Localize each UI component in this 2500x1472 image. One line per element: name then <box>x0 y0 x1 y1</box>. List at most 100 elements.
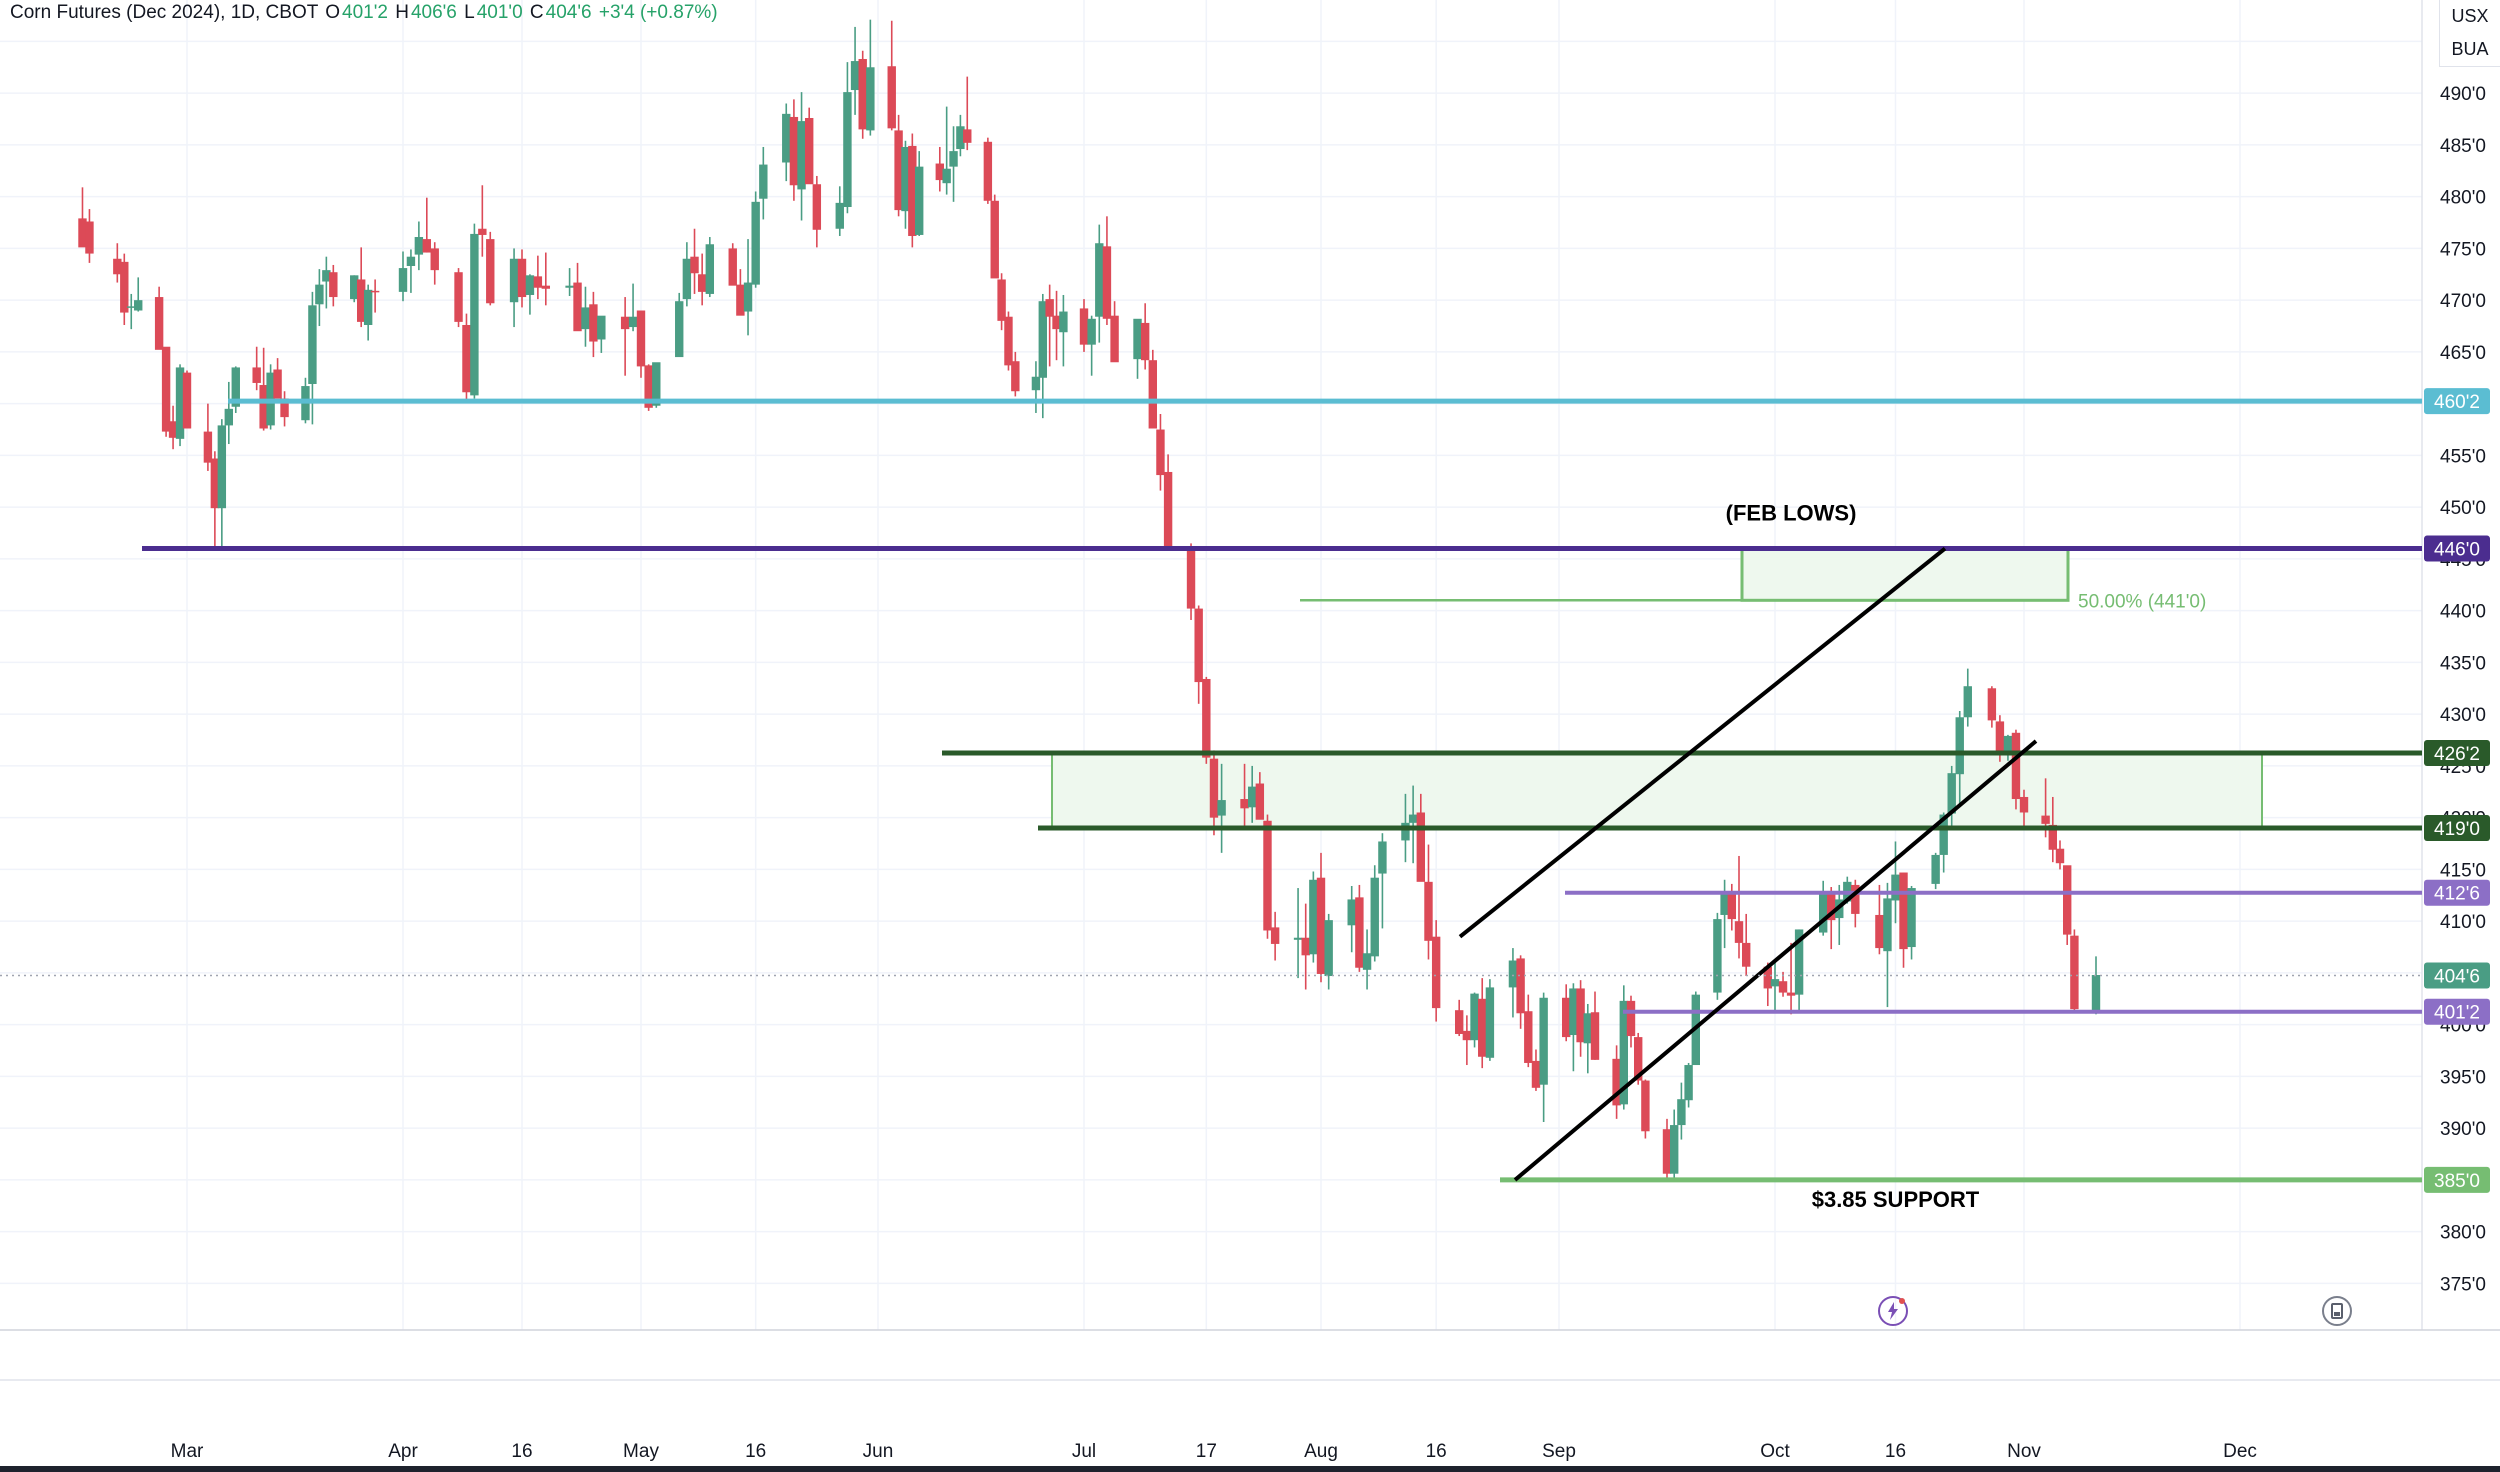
annotations: (FEB LOWS) $3.85 SUPPORT 50.00% (441'0) <box>1726 501 2207 1212</box>
time-tick-label: Aug <box>1304 1441 1338 1462</box>
price-tick-label: 470'0 <box>2440 291 2486 312</box>
candle-body <box>363 289 373 325</box>
price-labels: 460'2 446'0 426'2 419'0 412'6 404'6 401'2 385'0 <box>2424 388 2490 1193</box>
price-tick-label: 455'0 <box>2440 446 2486 467</box>
price-axis[interactable]: 375'0380'0385'0390'0395'0400'0405'0410'0… <box>2440 32 2486 1295</box>
candle-body <box>1670 1125 1679 1174</box>
price-tick-label: 430'0 <box>2440 705 2486 726</box>
candle-body <box>430 248 439 271</box>
candle-body <box>422 239 431 253</box>
candle-body <box>224 408 234 426</box>
candle-body <box>858 58 867 130</box>
candle-body <box>743 282 753 312</box>
candle-body <box>1891 874 1900 901</box>
candle-body <box>866 67 875 131</box>
change-value: +3'4 (+0.87%) <box>598 2 718 23</box>
candle-body <box>273 369 282 399</box>
candle-body <box>1347 899 1356 926</box>
time-tick-label: 17 <box>1196 1441 1217 1462</box>
candle-body <box>835 202 844 229</box>
candle-body <box>322 270 331 282</box>
candle-body <box>203 431 213 463</box>
fib-level-label: 50.00% (441'0) <box>2078 591 2206 612</box>
candle-body <box>1947 773 1956 814</box>
candle-body <box>1416 812 1426 882</box>
time-tick-label: Jul <box>1072 1441 1096 1462</box>
candle-body <box>1316 877 1326 974</box>
replay-timer-icon[interactable] <box>2322 1296 2352 1326</box>
time-axis[interactable]: Mar Apr 16 May 16 Jun Jul 17 Aug 16 Sep Oct 16 Nov Dec <box>171 1441 2257 1462</box>
candle-body <box>956 126 965 150</box>
candle-body <box>406 256 416 266</box>
candle-body <box>1794 929 1804 995</box>
channel-lower-line <box>1513 739 2038 1182</box>
candle-body <box>414 237 424 255</box>
price-badge-text: 412'6 <box>2434 884 2480 905</box>
candle-body <box>182 372 192 429</box>
candle-body <box>1431 936 1441 1009</box>
candle-body <box>1186 547 1196 609</box>
candle-body <box>217 425 227 509</box>
candle-body <box>1324 920 1333 977</box>
candle-body <box>1742 942 1751 967</box>
price-badge <box>2424 962 2490 989</box>
candle-body <box>573 282 582 332</box>
candle-body <box>1045 299 1054 317</box>
candle-body <box>636 310 646 367</box>
candle-body <box>1626 1000 1636 1037</box>
candle-body <box>690 256 699 274</box>
candle-body <box>2019 796 2029 813</box>
time-tick-label: 16 <box>745 1441 766 1462</box>
high-label: H <box>395 2 409 23</box>
low-value: 401'0 <box>476 2 523 23</box>
time-tick-label: 16 <box>1885 1441 1906 1462</box>
candle-body <box>1454 1010 1464 1034</box>
lightning-icon[interactable] <box>1878 1296 1908 1326</box>
candle-body <box>517 258 527 298</box>
price-tick-label: 395'0 <box>2440 1067 2486 1088</box>
candle-body <box>1011 361 1020 392</box>
candle-body <box>697 274 707 292</box>
time-tick-label: Dec <box>2223 1441 2257 1462</box>
candle-body <box>990 200 999 279</box>
currency-unit-selector[interactable]: USX BUA <box>2439 0 2500 67</box>
candle-body <box>1531 1060 1541 1088</box>
candle-body <box>1763 966 1772 989</box>
price-badge-text: 385'0 <box>2434 1171 2480 1192</box>
candle-body <box>1133 318 1142 360</box>
candle-body <box>1478 998 1487 1057</box>
time-tick-label: Nov <box>2007 1441 2041 1462</box>
candle-body <box>175 367 185 439</box>
price-tick-label: 435'0 <box>2440 653 2486 674</box>
candle-body <box>1148 360 1158 429</box>
candle-body <box>581 307 590 330</box>
price-badge-text: 446'0 <box>2434 540 2480 561</box>
candle-body <box>154 297 164 350</box>
candle-body <box>509 258 519 303</box>
candle-body <box>308 305 317 384</box>
candle-body <box>682 258 692 300</box>
candle-body <box>1462 1030 1472 1041</box>
candle-body <box>887 66 896 129</box>
candle-body <box>120 261 129 313</box>
candle-body <box>1202 678 1211 758</box>
candle-body <box>478 228 487 235</box>
time-tick-label: Apr <box>388 1441 418 1462</box>
candle-body <box>1408 814 1418 823</box>
candle-body <box>1485 987 1495 1058</box>
candle-body <box>1255 783 1265 820</box>
candle-body <box>915 166 924 235</box>
candle-body <box>1875 914 1884 949</box>
price-tick-label: 415'0 <box>2440 860 2486 881</box>
price-badge <box>2424 535 2490 562</box>
candle-body <box>1156 429 1165 476</box>
candle-body <box>789 116 799 186</box>
candle-body <box>1720 893 1729 915</box>
candle-body <box>1899 872 1908 950</box>
price-tick-label: 390'0 <box>2440 1119 2486 1140</box>
candle-body <box>1102 246 1112 319</box>
candle-body <box>2011 732 2021 800</box>
candle-body <box>949 151 958 167</box>
